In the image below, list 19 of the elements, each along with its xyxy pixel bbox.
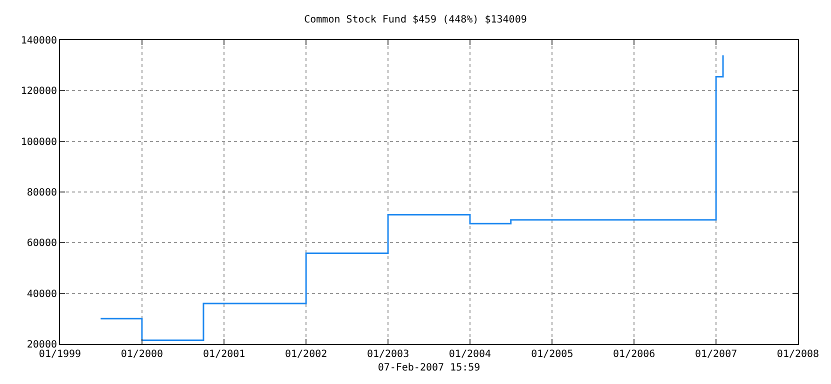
y-tick-label: 100000: [20, 136, 57, 148]
x-tick-label: 01/2003: [366, 349, 410, 360]
chart-title: Common Stock Fund $459 (448%) $134009: [304, 14, 527, 26]
x-tick-label: 01/2008: [776, 349, 820, 360]
x-tick-label: 01/1999: [38, 349, 82, 360]
y-tick-label: 120000: [20, 86, 57, 98]
y-tick-label: 80000: [26, 188, 57, 198]
x-tick-label: 01/2001: [203, 349, 246, 360]
x-tick-label: 01/2000: [120, 349, 164, 360]
x-tick-label: 01/2007: [694, 349, 738, 360]
y-tick-label: 60000: [26, 238, 57, 250]
x-tick-label: 01/2005: [531, 349, 574, 360]
x-axis-title: 07-Feb-2007 15:59: [378, 362, 480, 374]
y-tick-label: 40000: [26, 288, 57, 300]
y-tick-label: 20000: [26, 340, 57, 350]
y-tick-label: 140000: [20, 36, 57, 46]
x-tick-label: 01/2004: [448, 349, 492, 360]
x-tick-label: 01/2006: [613, 349, 656, 360]
x-tick-label: 01/2002: [284, 349, 328, 360]
